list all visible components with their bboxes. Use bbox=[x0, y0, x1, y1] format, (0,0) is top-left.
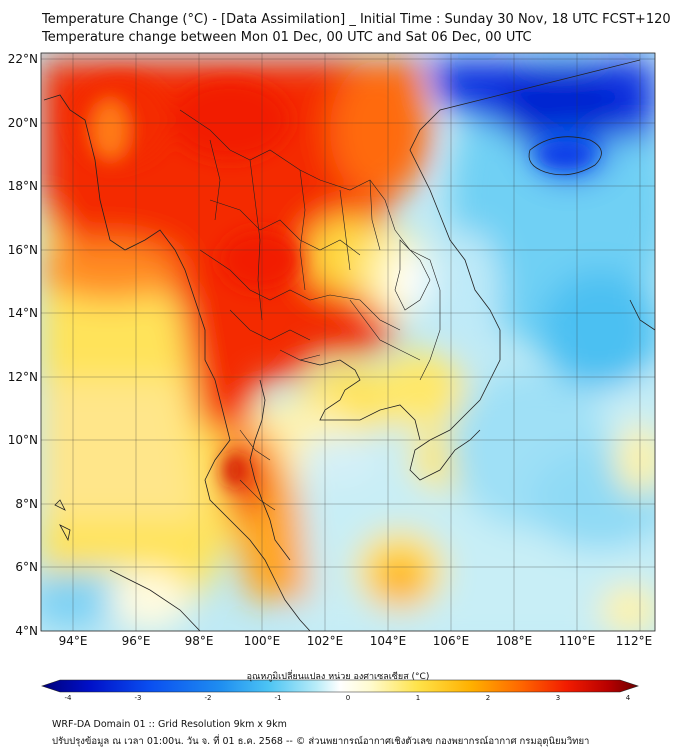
colorbar-tick-label: 4 bbox=[626, 694, 631, 702]
lon-label: 112°E bbox=[616, 634, 653, 648]
lat-label: 8°N bbox=[15, 497, 38, 511]
colorbar-tick-label: -1 bbox=[275, 694, 282, 702]
map-frame bbox=[40, 52, 656, 632]
lat-label: 6°N bbox=[15, 560, 38, 574]
colorbar: -4 -3 -2 -1 0 1 2 3 4 bbox=[41, 679, 639, 702]
lon-label: 108°E bbox=[496, 634, 533, 648]
lon-label: 94°E bbox=[59, 634, 88, 648]
lat-label: 12°N bbox=[8, 370, 38, 384]
lon-label: 100°E bbox=[244, 634, 281, 648]
lat-label: 16°N bbox=[8, 243, 38, 257]
lon-label: 106°E bbox=[433, 634, 470, 648]
graticule bbox=[41, 53, 655, 631]
lat-label: 10°N bbox=[8, 433, 38, 447]
chart-title: Temperature Change (°C) - [Data Assimila… bbox=[42, 12, 671, 27]
lon-label: 96°E bbox=[122, 634, 151, 648]
colorbar-tick-label: 0 bbox=[346, 694, 350, 702]
coastlines bbox=[43, 59, 655, 631]
temperature-field bbox=[41, 53, 655, 631]
lon-label: 110°E bbox=[559, 634, 596, 648]
colorbar-tick-label: -3 bbox=[135, 694, 142, 702]
colorbar-tick-label: -2 bbox=[205, 694, 212, 702]
lat-label: 14°N bbox=[8, 306, 38, 320]
lon-label: 98°E bbox=[185, 634, 214, 648]
lat-label: 4°N bbox=[15, 624, 38, 638]
footer-model-info: WRF-DA Domain 01 :: Grid Resolution 9km … bbox=[52, 719, 287, 730]
colorbar-tick-label: 3 bbox=[556, 694, 560, 702]
colorbar-bar bbox=[41, 679, 639, 693]
colorbar-label: อุณหภูมิเปลี่ยนแปลง หน่วย องศาเซลเซียส (… bbox=[246, 672, 430, 682]
chart-subtitle: Temperature change between Mon 01 Dec, 0… bbox=[42, 30, 532, 45]
colorbar-tick-label: -4 bbox=[65, 694, 73, 702]
colorbar-tick-label: 2 bbox=[486, 694, 490, 702]
colorbar-tick-label: 1 bbox=[416, 694, 420, 702]
lat-label: 22°N bbox=[8, 52, 38, 66]
lon-label: 102°E bbox=[307, 634, 344, 648]
lat-label: 18°N bbox=[8, 179, 38, 193]
admin-boundaries bbox=[179, 109, 441, 511]
lat-label: 20°N bbox=[8, 116, 38, 130]
footer-update-info: ปรับปรุงข้อมูล ณ เวลา 01:00น. วัน จ. ที่… bbox=[52, 736, 590, 747]
lon-label: 104°E bbox=[370, 634, 407, 648]
